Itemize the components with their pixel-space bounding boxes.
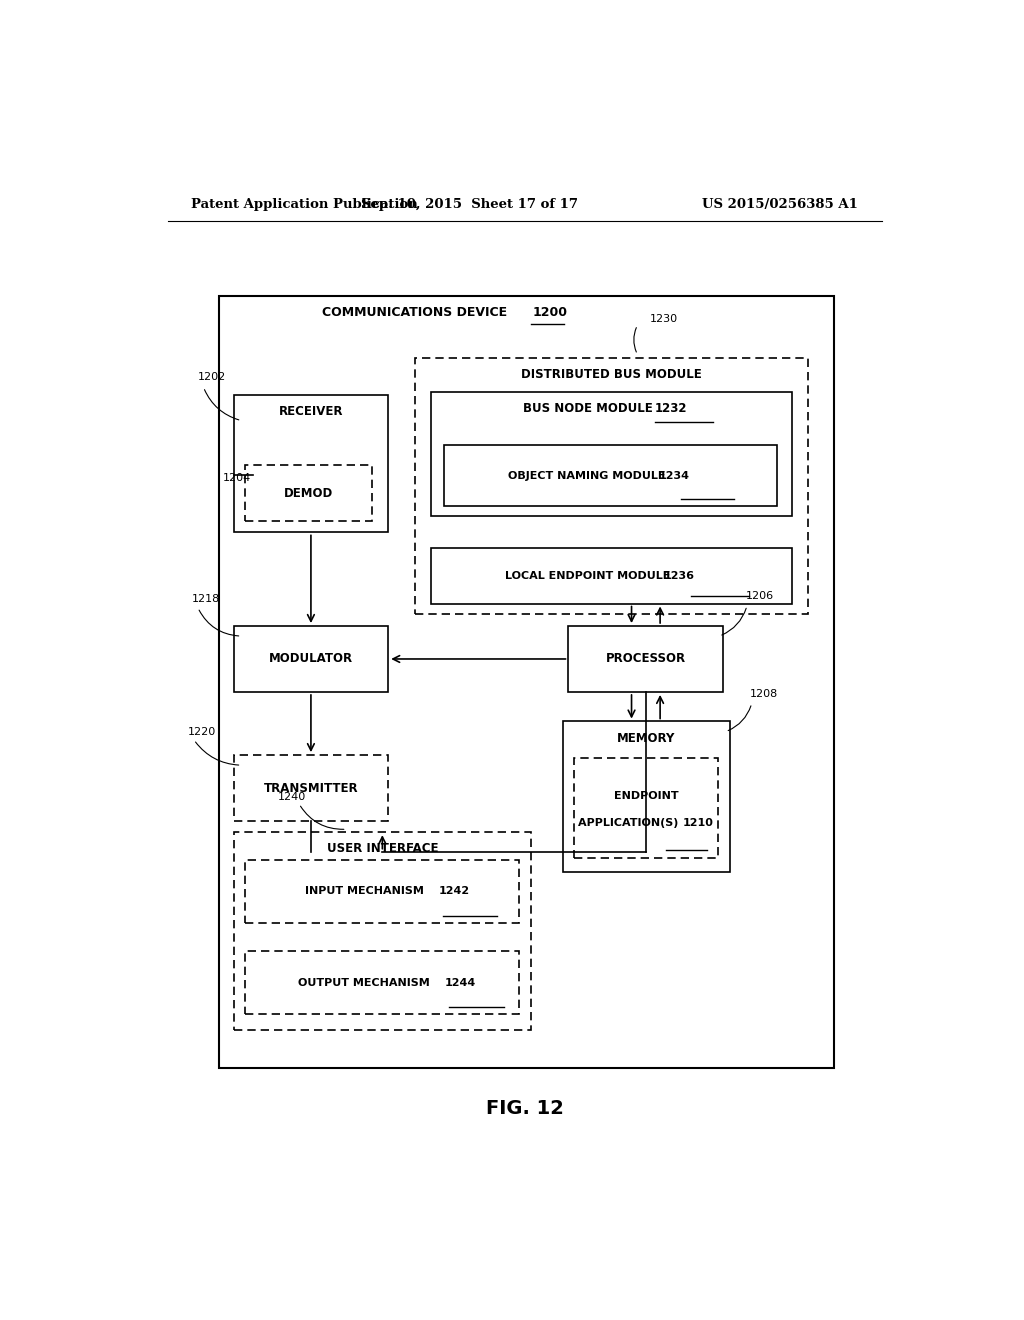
Text: 1236: 1236: [664, 570, 694, 581]
Text: 1242: 1242: [438, 886, 469, 896]
Text: RECEIVER: RECEIVER: [279, 405, 343, 418]
Text: TRANSMITTER: TRANSMITTER: [263, 781, 358, 795]
Text: Sep. 10, 2015  Sheet 17 of 17: Sep. 10, 2015 Sheet 17 of 17: [360, 198, 578, 211]
Text: APPLICATION(S): APPLICATION(S): [578, 818, 686, 828]
Text: US 2015/0256385 A1: US 2015/0256385 A1: [702, 198, 858, 211]
Text: 1234: 1234: [658, 470, 689, 480]
Text: 1210: 1210: [682, 818, 714, 828]
Text: 1206: 1206: [745, 590, 773, 601]
Text: 1204: 1204: [223, 473, 252, 483]
Bar: [431, 548, 793, 603]
Text: 1230: 1230: [649, 314, 678, 325]
Bar: [219, 296, 835, 1068]
Text: 1240: 1240: [279, 792, 306, 801]
Bar: [443, 445, 777, 506]
Text: 1220: 1220: [187, 727, 216, 737]
Bar: [574, 758, 719, 858]
Text: ENDPOINT: ENDPOINT: [614, 791, 679, 801]
Bar: [563, 722, 729, 873]
Text: 1218: 1218: [193, 594, 220, 603]
Text: USER INTERFACE: USER INTERFACE: [327, 842, 438, 855]
Bar: [568, 626, 723, 692]
Text: 1200: 1200: [532, 306, 567, 318]
Text: FIG. 12: FIG. 12: [485, 1100, 564, 1118]
Text: DEMOD: DEMOD: [285, 487, 334, 500]
Bar: [246, 859, 519, 923]
Bar: [246, 466, 373, 521]
Bar: [233, 626, 388, 692]
Text: PROCESSOR: PROCESSOR: [606, 652, 686, 665]
Bar: [233, 755, 388, 821]
Text: 1202: 1202: [198, 372, 226, 381]
Text: 1244: 1244: [444, 978, 476, 987]
Bar: [233, 395, 388, 532]
Text: MODULATOR: MODULATOR: [269, 652, 353, 665]
Text: COMMUNICATIONS DEVICE: COMMUNICATIONS DEVICE: [323, 306, 512, 318]
Bar: [233, 833, 531, 1031]
Bar: [416, 358, 808, 614]
Text: DISTRIBUTED BUS MODULE: DISTRIBUTED BUS MODULE: [521, 368, 702, 380]
Text: MEMORY: MEMORY: [617, 731, 676, 744]
Text: BUS NODE MODULE: BUS NODE MODULE: [523, 403, 660, 416]
Bar: [431, 392, 793, 516]
Text: INPUT MECHANISM: INPUT MECHANISM: [305, 886, 431, 896]
Text: OUTPUT MECHANISM: OUTPUT MECHANISM: [298, 978, 438, 987]
Text: 1208: 1208: [750, 689, 777, 700]
Text: OBJECT NAMING MODULE: OBJECT NAMING MODULE: [508, 470, 674, 480]
Text: LOCAL ENDPOINT MODULE: LOCAL ENDPOINT MODULE: [505, 570, 679, 581]
Text: Patent Application Publication: Patent Application Publication: [191, 198, 418, 211]
Text: 1232: 1232: [655, 403, 687, 416]
Bar: [246, 952, 519, 1014]
